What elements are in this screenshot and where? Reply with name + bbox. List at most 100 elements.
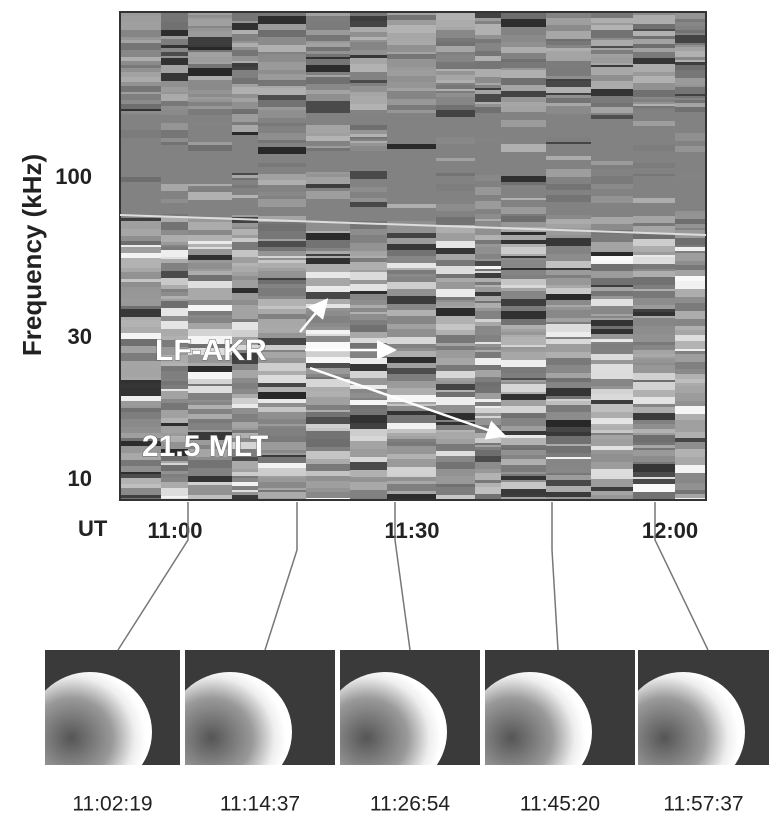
spectrogram-cell xyxy=(232,215,258,217)
spectrogram-cell xyxy=(188,288,232,296)
spectrogram-cell xyxy=(120,82,161,86)
spectrogram-cell xyxy=(258,213,306,216)
spectrogram-cell xyxy=(188,271,232,275)
spectrogram-cell xyxy=(436,343,475,346)
spectrogram-cell xyxy=(633,285,675,289)
spectrogram-cell xyxy=(120,427,161,433)
spectrogram-cell xyxy=(258,268,306,271)
spectrogram-cell xyxy=(258,412,306,419)
spectrogram-cell xyxy=(161,403,188,410)
spectrogram-cell xyxy=(475,201,501,209)
spectrogram-cell xyxy=(188,52,232,57)
spectrogram-cell xyxy=(387,446,436,454)
spectrogram-cell xyxy=(232,312,258,319)
spectrogram-cell xyxy=(188,26,232,28)
spectrogram-cell xyxy=(591,306,633,314)
spectrogram-cell xyxy=(436,260,475,266)
spectrogram-cell xyxy=(633,76,675,83)
spectrogram-cell xyxy=(120,441,161,446)
spectrogram-cell xyxy=(350,325,387,332)
spectrogram-cell xyxy=(546,457,591,459)
auroral-image: 11:26:54 xyxy=(340,650,480,816)
spectrogram-cell xyxy=(387,348,436,351)
spectrogram-cell xyxy=(475,329,501,335)
spectrogram-cell xyxy=(120,40,161,43)
spectrogram-cell xyxy=(546,365,591,373)
spectrogram-cell xyxy=(475,418,501,425)
spectrogram-cell xyxy=(387,467,436,475)
spectrogram-cell xyxy=(633,342,675,345)
spectrogram-cell xyxy=(258,74,306,80)
spectrogram-cell xyxy=(501,200,546,207)
spectrogram-cell xyxy=(387,436,436,439)
spectrogram-cell xyxy=(161,257,188,259)
spectrogram-cell xyxy=(161,474,188,477)
spectrogram-cell xyxy=(306,117,350,125)
y-tick-label: 30 xyxy=(68,324,92,349)
spectrogram-cell xyxy=(306,254,350,256)
spectrogram-cell xyxy=(591,476,633,479)
spectrogram-cell xyxy=(436,97,475,105)
spectrogram-cell xyxy=(633,309,675,312)
spectrogram-cell xyxy=(387,157,436,162)
spectrogram-cell xyxy=(475,473,501,480)
spectrogram-cell xyxy=(501,247,546,254)
spectrogram-cell xyxy=(188,318,232,323)
spectrogram-cell xyxy=(161,247,188,250)
spectrogram-cell xyxy=(161,438,188,442)
spectrogram-cell xyxy=(475,195,501,201)
spectrogram-cell xyxy=(120,453,161,460)
spectrogram-cell xyxy=(675,490,706,494)
spectrogram-cell xyxy=(675,43,706,45)
spectrogram-cell xyxy=(232,132,258,135)
spectrogram-cell xyxy=(546,79,591,81)
spectrogram-cell xyxy=(633,104,675,106)
spectrogram-cell xyxy=(232,490,258,492)
spectrogram-cell xyxy=(387,216,436,221)
spectrogram-cell xyxy=(161,142,188,145)
spectrogram-cell xyxy=(591,329,633,334)
spectrogram-cell xyxy=(436,282,475,289)
spectrogram-cell xyxy=(436,137,475,144)
spectrogram-cell xyxy=(675,425,706,432)
spectrogram-cell xyxy=(387,233,436,238)
spectrogram-cell xyxy=(546,156,591,160)
spectrogram-cell xyxy=(475,107,501,113)
spectrogram-cell xyxy=(161,449,188,456)
spectrogram-cell xyxy=(350,104,387,110)
spectrogram-cell xyxy=(436,20,475,22)
spectrogram-cell xyxy=(188,468,232,476)
spectrogram-cell xyxy=(501,378,546,380)
spectrogram-cell xyxy=(161,179,188,184)
spectrogram-cell xyxy=(675,22,706,26)
spectrogram-cell xyxy=(546,95,591,98)
spectrogram-cell xyxy=(501,214,546,216)
spectrogram-cell xyxy=(188,109,232,115)
spectrogram-cell xyxy=(436,105,475,110)
spectrogram-cell xyxy=(161,296,188,299)
spectrogram-cell xyxy=(188,445,232,449)
spectrogram-cell xyxy=(258,37,306,45)
spectrogram-cell xyxy=(161,418,188,423)
spectrogram-cell xyxy=(306,223,350,231)
spectrogram-cell xyxy=(591,404,633,412)
spectrogram-cell xyxy=(232,288,258,293)
spectrogram-cell xyxy=(591,342,633,344)
spectrogram-cell xyxy=(232,337,258,345)
spectrogram-cell xyxy=(120,279,161,282)
spectrogram-cell xyxy=(501,102,546,106)
spectrogram-cell xyxy=(306,286,350,288)
spectrogram-cell xyxy=(258,403,306,407)
spectrogram-cell xyxy=(350,251,387,256)
spectrogram-cell xyxy=(387,70,436,76)
spectrogram-cell xyxy=(591,296,633,299)
spectrogram-cell xyxy=(232,250,258,257)
spectrogram-cell xyxy=(120,37,161,40)
spectrogram-cell xyxy=(350,37,387,40)
spectrogram-cell xyxy=(188,217,232,222)
spectrogram-cell xyxy=(306,84,350,90)
spectrogram-cell xyxy=(161,92,188,94)
spectrogram-cell xyxy=(387,67,436,70)
spectrogram-cell xyxy=(546,224,591,228)
spectrogram-cell xyxy=(232,154,258,159)
